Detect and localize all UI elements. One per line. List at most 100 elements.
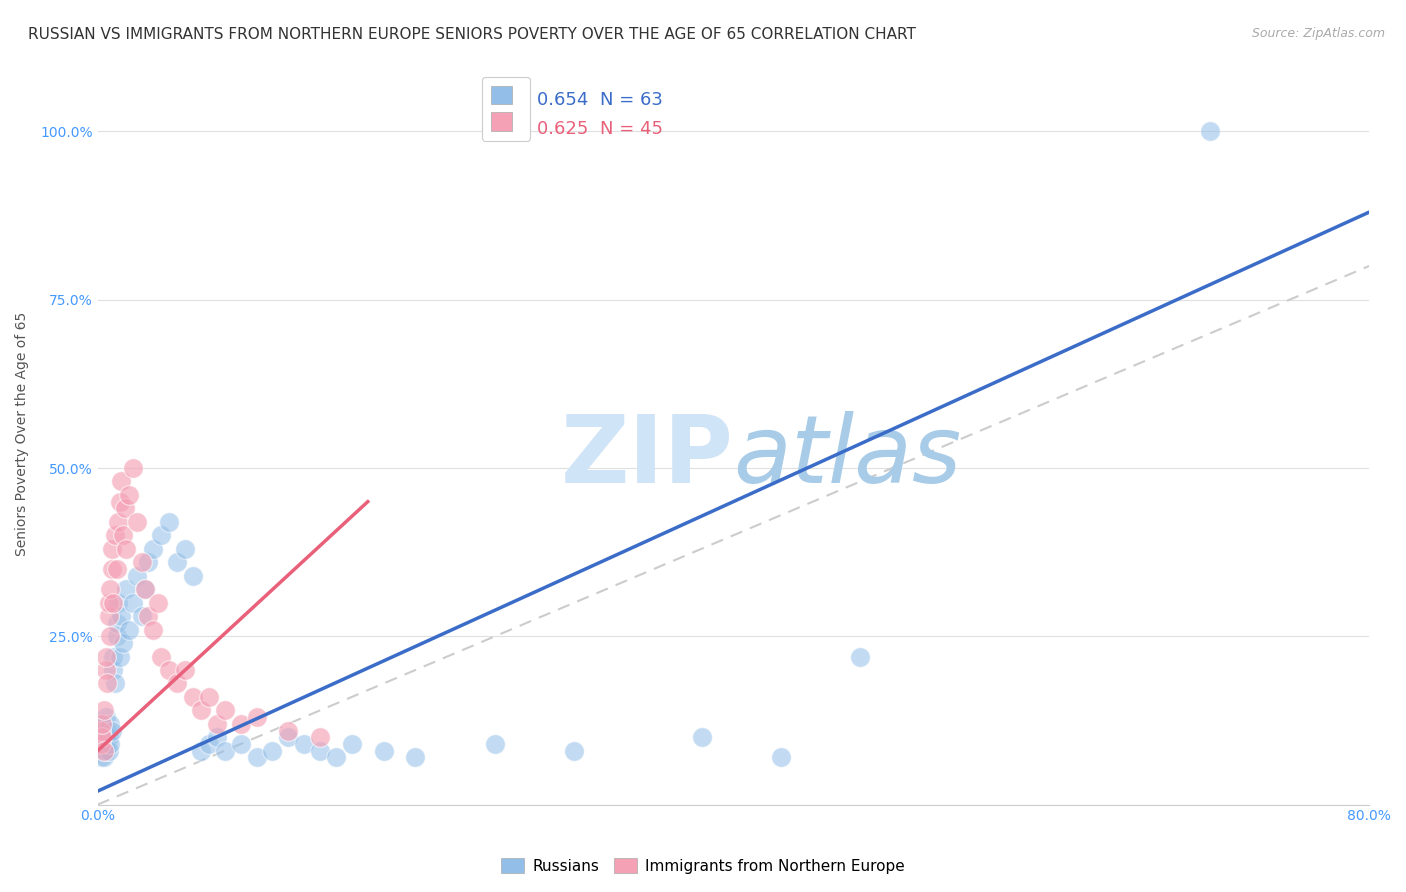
Text: R = 0.654: R = 0.654 (498, 91, 589, 109)
Point (262, 744, 284, 758)
Point (138, 555, 160, 569)
Point (131, 555, 153, 569)
Point (115, 582, 138, 597)
Point (103, 649, 125, 664)
Point (174, 663, 197, 677)
Point (245, 750, 267, 764)
Point (214, 703, 236, 717)
Point (131, 609, 153, 624)
Point (103, 663, 125, 677)
Point (121, 596, 143, 610)
Point (108, 494, 131, 508)
Point (127, 568, 149, 582)
Point (121, 461, 143, 475)
Point (110, 609, 132, 624)
Point (150, 649, 173, 664)
Point (94, 663, 117, 677)
Text: atlas: atlas (734, 411, 962, 502)
Point (96, 723, 118, 738)
Point (564, 744, 586, 758)
Point (97, 731, 120, 745)
Point (142, 623, 165, 637)
Point (142, 541, 165, 556)
Point (90, 723, 112, 738)
Point (98, 716, 121, 731)
Point (134, 582, 156, 597)
Point (93, 737, 115, 751)
Text: ZIP: ZIP (561, 410, 734, 502)
Point (404, 750, 426, 764)
Text: Source: ZipAtlas.com: Source: ZipAtlas.com (1251, 27, 1385, 40)
Point (97, 744, 120, 758)
Point (690, 731, 713, 745)
Point (146, 596, 169, 610)
Point (1199, 124, 1222, 138)
Point (229, 737, 252, 751)
Point (89, 744, 111, 758)
Point (114, 501, 136, 516)
Point (325, 750, 347, 764)
Point (105, 629, 128, 643)
Point (90, 737, 112, 751)
Point (181, 568, 204, 582)
Point (93, 750, 115, 764)
Point (94, 744, 117, 758)
Point (96, 737, 118, 751)
Point (90, 737, 112, 751)
Point (98, 737, 121, 751)
Point (91, 731, 114, 745)
Point (91, 731, 114, 745)
Point (94, 710, 117, 724)
Point (94, 649, 117, 664)
Point (166, 676, 188, 690)
Point (309, 731, 332, 745)
Point (373, 744, 395, 758)
Point (98, 582, 121, 597)
Point (101, 723, 124, 738)
Point (157, 663, 180, 677)
Point (134, 582, 156, 597)
Point (245, 710, 267, 724)
Point (98, 629, 121, 643)
Point (91, 716, 114, 731)
Point (97, 609, 120, 624)
Legend: , : , (482, 77, 530, 141)
Point (103, 596, 125, 610)
Point (190, 744, 212, 758)
Point (205, 731, 228, 745)
Point (205, 716, 228, 731)
Y-axis label: Seniors Poverty Over the Age of 65: Seniors Poverty Over the Age of 65 (15, 312, 30, 557)
Point (849, 649, 872, 664)
Point (484, 737, 506, 751)
Point (97, 596, 120, 610)
Point (198, 690, 221, 704)
Point (93, 744, 115, 758)
Point (229, 716, 252, 731)
Point (309, 744, 332, 758)
Point (292, 737, 315, 751)
Point (93, 703, 115, 717)
Text: RUSSIAN VS IMMIGRANTS FROM NORTHERN EUROPE SENIORS POVERTY OVER THE AGE OF 65 CO: RUSSIAN VS IMMIGRANTS FROM NORTHERN EURO… (28, 27, 915, 42)
Point (157, 515, 180, 529)
Legend: Russians, Immigrants from Northern Europe: Russians, Immigrants from Northern Europ… (495, 852, 911, 880)
Point (101, 541, 124, 556)
Point (89, 731, 111, 745)
Point (166, 555, 188, 569)
Point (340, 737, 363, 751)
Point (105, 615, 128, 630)
Point (118, 488, 141, 502)
Point (110, 475, 132, 489)
Point (112, 528, 135, 542)
Point (127, 515, 149, 529)
Text: R = 0.625: R = 0.625 (498, 120, 589, 138)
Point (277, 723, 299, 738)
Point (118, 623, 141, 637)
Point (104, 676, 127, 690)
Point (96, 676, 118, 690)
Point (105, 562, 128, 576)
Point (769, 750, 792, 764)
Point (107, 596, 129, 610)
Point (90, 723, 112, 738)
Point (104, 528, 127, 542)
Point (91, 716, 114, 731)
